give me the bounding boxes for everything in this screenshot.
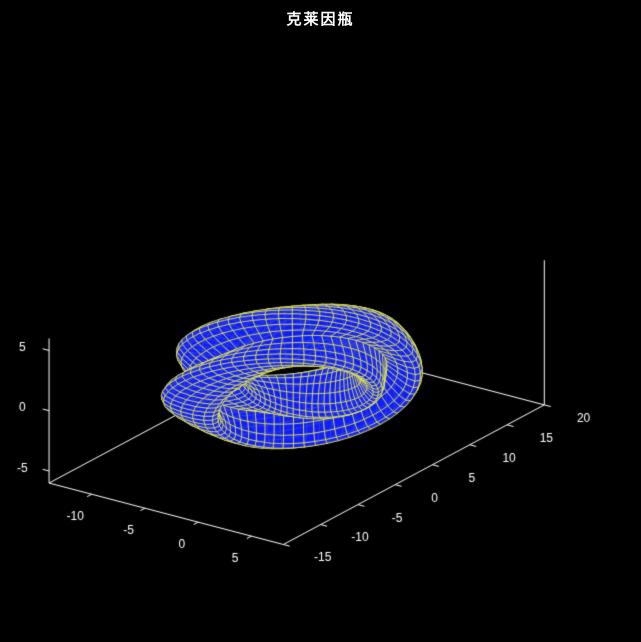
axes-3d-canvas bbox=[0, 0, 641, 642]
figure-3d: 克莱因瓶 bbox=[0, 0, 641, 642]
